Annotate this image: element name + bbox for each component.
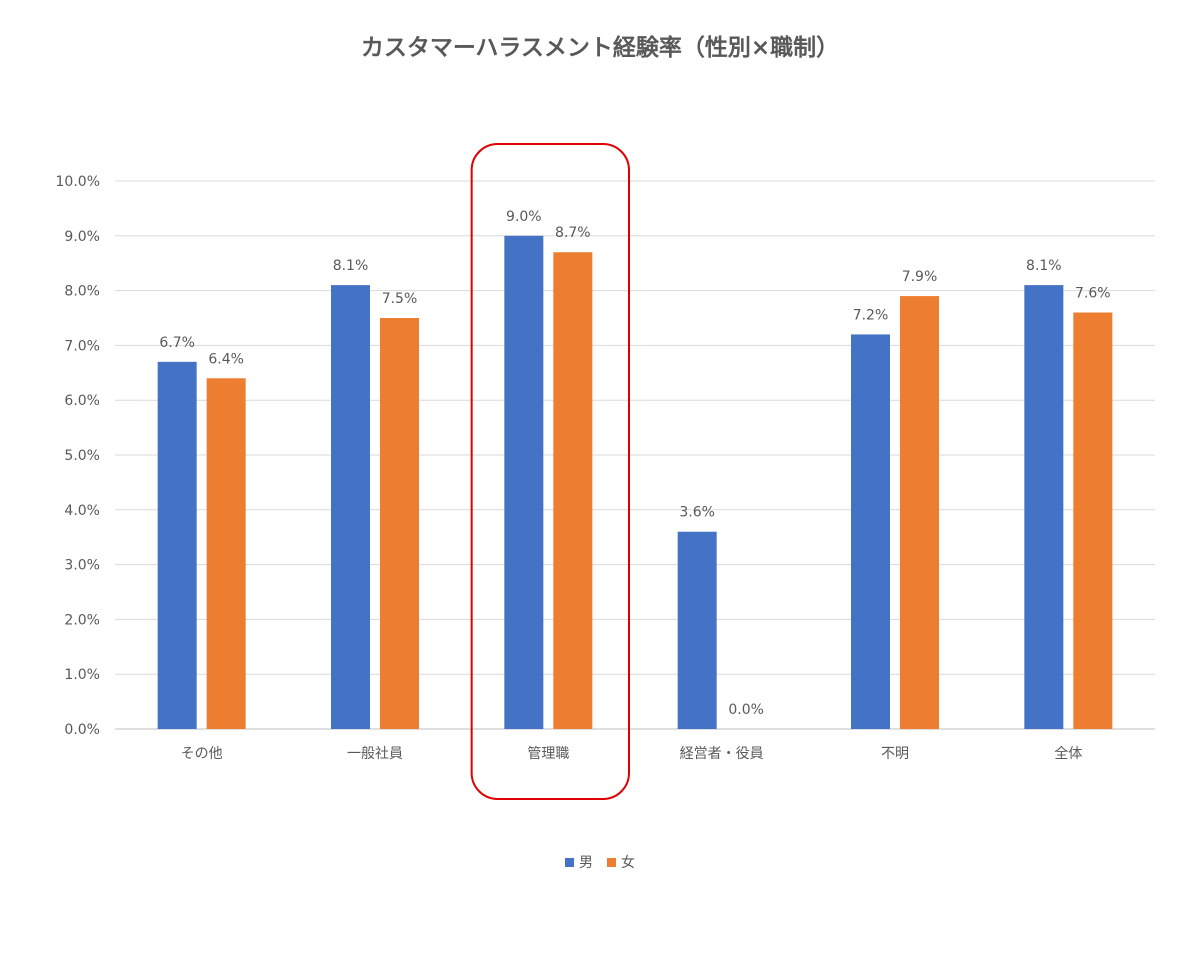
data-label: 7.6%: [1075, 286, 1111, 302]
x-tick-label: 管理職: [527, 746, 569, 762]
x-tick-label: 不明: [881, 746, 909, 762]
bar: [1073, 312, 1113, 729]
y-tick-label: 1.0%: [64, 667, 100, 683]
legend-swatch-male: [565, 857, 574, 867]
y-tick-label: 0.0%: [64, 722, 100, 738]
data-label: 7.5%: [382, 291, 418, 307]
legend-swatch-female: [607, 857, 616, 867]
data-label: 6.4%: [208, 351, 244, 367]
bar: [677, 531, 717, 729]
legend-item-female: 女: [607, 852, 635, 872]
legend-label-female: 女: [621, 855, 635, 871]
data-label: 7.9%: [902, 269, 938, 285]
bar: [1024, 285, 1064, 729]
bar: [553, 252, 593, 730]
legend-item-male: 男: [565, 852, 593, 872]
data-label: 8.1%: [1026, 258, 1062, 274]
data-label: 0.0%: [728, 702, 764, 718]
x-tick-label: 一般社員: [347, 746, 403, 762]
data-label: 3.6%: [679, 505, 715, 521]
bar: [206, 378, 246, 729]
data-label: 9.0%: [506, 209, 542, 225]
bar: [157, 361, 197, 729]
y-tick-label: 3.0%: [64, 558, 100, 574]
bar: [331, 285, 370, 729]
chart-title: カスタマーハラスメント経験率（性別×職制）: [360, 35, 840, 61]
bar: [504, 235, 544, 730]
y-tick-label: 4.0%: [64, 503, 100, 519]
y-tick-label: 8.0%: [64, 284, 100, 300]
highlight-box: [470, 143, 630, 800]
data-label: 7.2%: [853, 307, 889, 323]
data-label: 8.7%: [555, 225, 591, 241]
y-tick-label: 2.0%: [64, 612, 100, 628]
x-tick-label: 経営者・役員: [680, 746, 764, 762]
legend: 男 女: [0, 852, 1200, 872]
y-tick-label: 9.0%: [64, 229, 100, 245]
y-tick-label: 6.0%: [64, 393, 100, 409]
data-label: 6.7%: [159, 335, 195, 351]
bar: [900, 296, 939, 729]
legend-label-male: 男: [579, 855, 593, 871]
y-tick-label: 5.0%: [64, 448, 100, 464]
y-tick-label: 7.0%: [64, 338, 100, 354]
data-label: 8.1%: [333, 258, 369, 274]
x-tick-label: その他: [181, 746, 223, 762]
bar: [851, 334, 890, 729]
x-tick-label: 全体: [1054, 745, 1082, 762]
bar: [380, 318, 419, 729]
y-tick-label: 10.0%: [56, 174, 100, 190]
